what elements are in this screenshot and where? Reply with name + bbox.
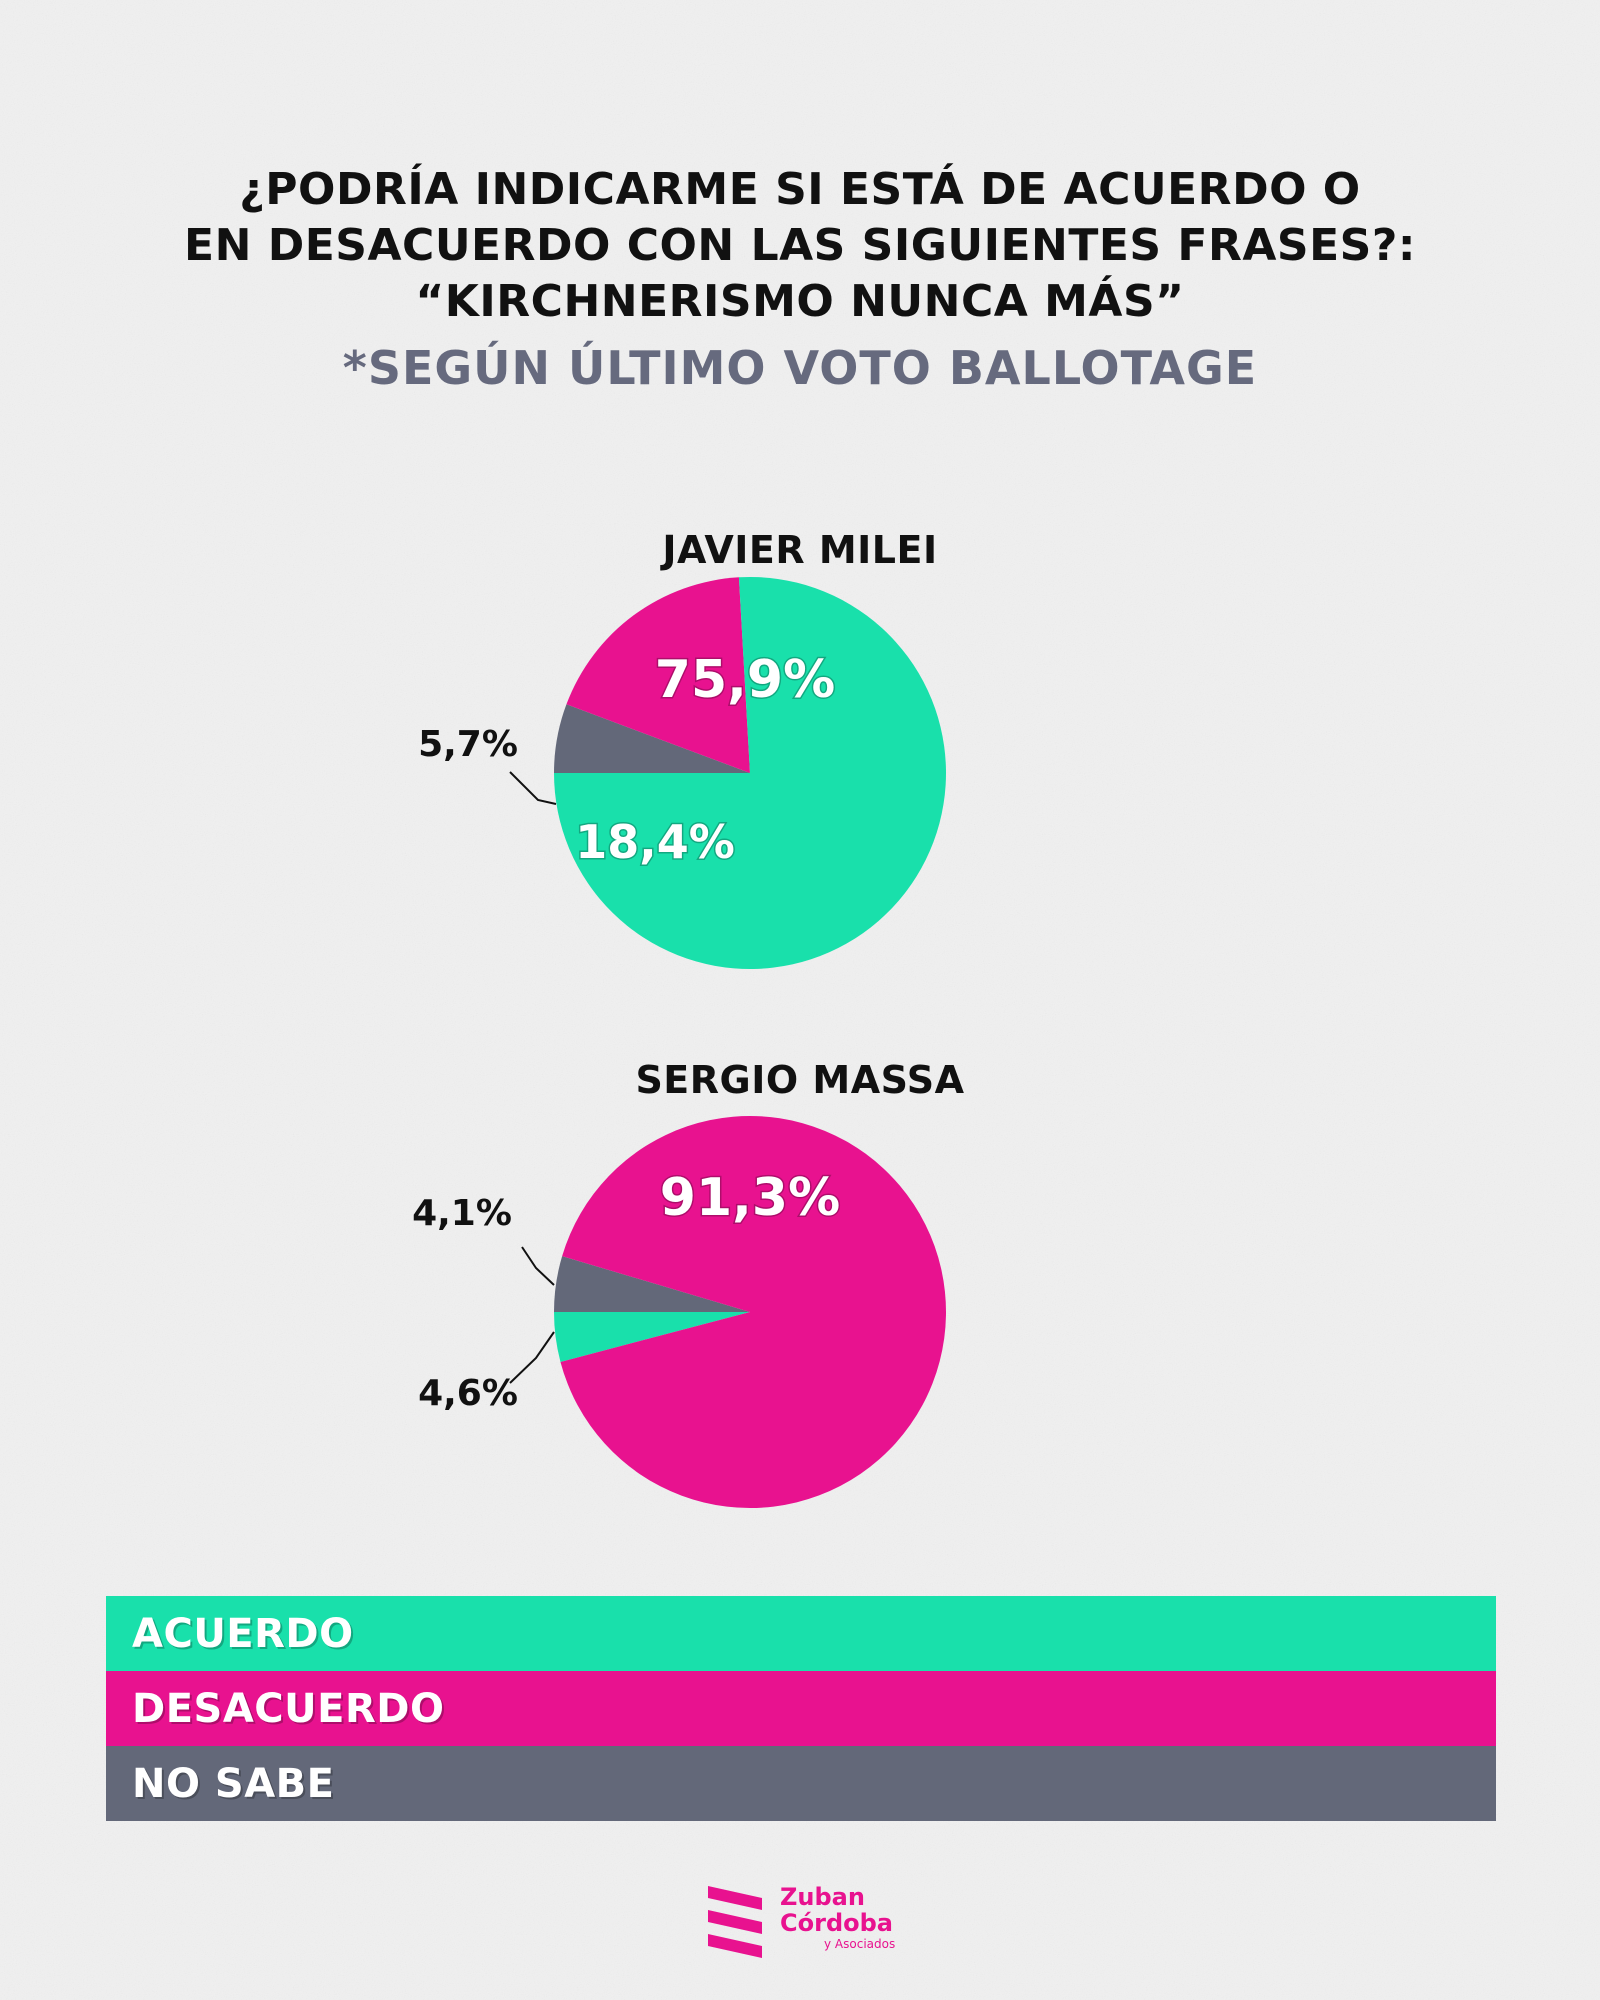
pie-slice-acuerdo (554, 576, 946, 969)
slice-label-desacuerdo: 91,3% (660, 1168, 840, 1228)
legend: ACUERDO DESACUERDO NO SABE (106, 1596, 1496, 1821)
brand-line-2: Córdoba (780, 1909, 893, 1937)
pie-slice-desacuerdo (566, 577, 750, 773)
pie-slice-no-sabe (554, 704, 750, 773)
chart-title-massa: SERGIO MASSA (635, 1058, 965, 1102)
page-subtitle: *SEGÚN ÚLTIMO VOTO BALLOTAGE (342, 341, 1258, 395)
brand-wordmark: Zuban Córdoba y Asociados (780, 1884, 895, 1952)
pie-slice-no-sabe (554, 1256, 750, 1312)
chart-title-milei: JAVIER MILEI (662, 528, 938, 572)
brand-mark-icon (708, 1886, 762, 1958)
brand-logo: Zuban Córdoba y Asociados (700, 1880, 940, 1970)
leader-line-no-sabe (509, 1331, 555, 1384)
page-title: ¿PODRÍA INDICARME SI ESTÁ DE ACUERDO O E… (80, 162, 1520, 330)
pie-chart-1: 4,1% 91,3% 4,6% (412, 1116, 947, 1509)
legend-item-acuerdo: ACUERDO (106, 1596, 1496, 1671)
slice-label-no-sabe: 5,7% (418, 724, 518, 765)
legend-item-no-sabe: NO SABE (106, 1746, 1496, 1821)
legend-label-desacuerdo: DESACUERDO (132, 1685, 445, 1732)
leader-line-acuerdo (521, 1246, 555, 1286)
slice-label-acuerdo: 75,9% (655, 650, 835, 710)
legend-item-desacuerdo: DESACUERDO (106, 1671, 1496, 1746)
title-line-2: EN DESACUERDO CON LAS SIGUIENTES FRASES?… (184, 220, 1416, 271)
brand-line-3: y Asociados (824, 1937, 896, 1951)
slice-label-acuerdo: 4,1% (412, 1193, 512, 1234)
pie-slice-desacuerdo (560, 1116, 947, 1509)
slice-label-desacuerdo: 18,4% (575, 815, 735, 869)
pie-slice-acuerdo (554, 1312, 750, 1362)
title-line-1: ¿PODRÍA INDICARME SI ESTÁ DE ACUERDO O (239, 164, 1361, 215)
legend-label-no-sabe: NO SABE (132, 1760, 335, 1807)
leader-line-no-sabe (509, 771, 557, 805)
legend-label-acuerdo: ACUERDO (132, 1610, 354, 1657)
brand-line-1: Zuban (780, 1883, 865, 1911)
pie-chart-0: 75,9% 18,4% 5,7% (418, 576, 946, 969)
title-line-3: “KIRCHNERISMO NUNCA MÁS” (415, 276, 1185, 327)
slice-label-no-sabe: 4,6% (418, 1373, 518, 1414)
